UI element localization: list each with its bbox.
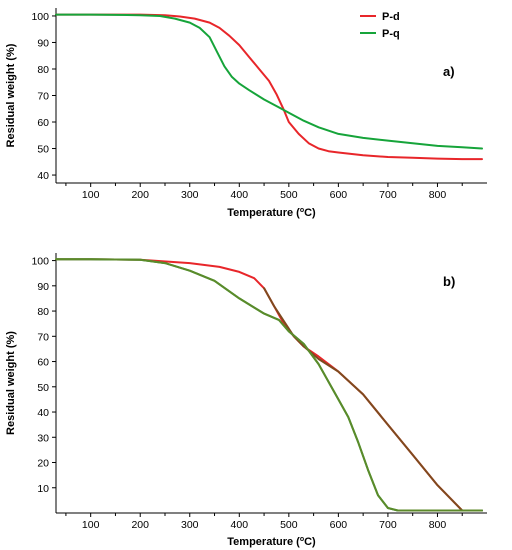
series-line-b-4 [55, 258, 483, 512]
legend-label: P-q [382, 28, 400, 40]
x-tick-label: 600 [330, 519, 348, 531]
y-tick-label: 100 [31, 256, 49, 268]
series-line-b-3 [263, 287, 464, 512]
y-tick-label: 50 [37, 382, 49, 394]
x-tick-label: 300 [181, 519, 199, 531]
panel-label: a) [443, 64, 455, 79]
y-tick-label: 40 [37, 407, 49, 419]
x-tick-label: 500 [280, 519, 298, 531]
y-tick-label: 60 [37, 357, 49, 369]
x-tick-label: 100 [82, 189, 100, 201]
x-axis-title: Temperature (oC) [227, 207, 316, 219]
y-tick-label: 50 [37, 144, 49, 156]
x-tick-label: 800 [429, 189, 447, 201]
y-tick-label: 30 [37, 432, 49, 444]
y-tick-label: 70 [37, 91, 49, 103]
chart-panel-b: 100 200 300 400 500 600 700 800 10 20 30 40 50 60 70 80… [5, 253, 487, 548]
y-axis-title: Residual weight (%) [5, 331, 17, 435]
y-tick-label: 80 [37, 306, 49, 318]
y-tick-label: 90 [37, 281, 49, 293]
degree-superscript: o [300, 207, 304, 214]
y-tick-label: 80 [37, 64, 49, 76]
x-tick-label: 200 [131, 519, 149, 531]
x-tick-label: 300 [181, 189, 199, 201]
y-tick-label: 10 [37, 483, 49, 495]
x-tick-label: 700 [379, 189, 397, 201]
y-tick-label: 20 [37, 458, 49, 470]
y-tick-label: 60 [37, 117, 49, 129]
x-tick-label: 600 [330, 189, 348, 201]
legend-label: P-d [382, 11, 400, 23]
panel-label: b) [443, 274, 455, 289]
x-axis-title: Temperature (oC) [227, 536, 316, 548]
x-tick-label: 500 [280, 189, 298, 201]
x-tick-label: 700 [379, 519, 397, 531]
y-axis-title: Residual weight (%) [5, 43, 17, 147]
x-tick-label: 200 [131, 189, 149, 201]
chart-panel-a: 100 200 300 400 500 600 700 800 40 50 60 70 80 90 100 T… [5, 8, 487, 219]
y-tick-label: 90 [37, 37, 49, 49]
y-tick-label: 70 [37, 331, 49, 343]
x-tick-label: 800 [429, 519, 447, 531]
y-tick-label: 100 [31, 11, 49, 23]
y-tick-label: 40 [37, 170, 49, 182]
series-line-p-q [55, 13, 483, 150]
degree-superscript: o [300, 536, 304, 543]
x-tick-label: 400 [231, 519, 249, 531]
series-line-p-d [55, 13, 483, 161]
x-tick-label: 400 [231, 189, 249, 201]
x-tick-label: 100 [82, 519, 100, 531]
